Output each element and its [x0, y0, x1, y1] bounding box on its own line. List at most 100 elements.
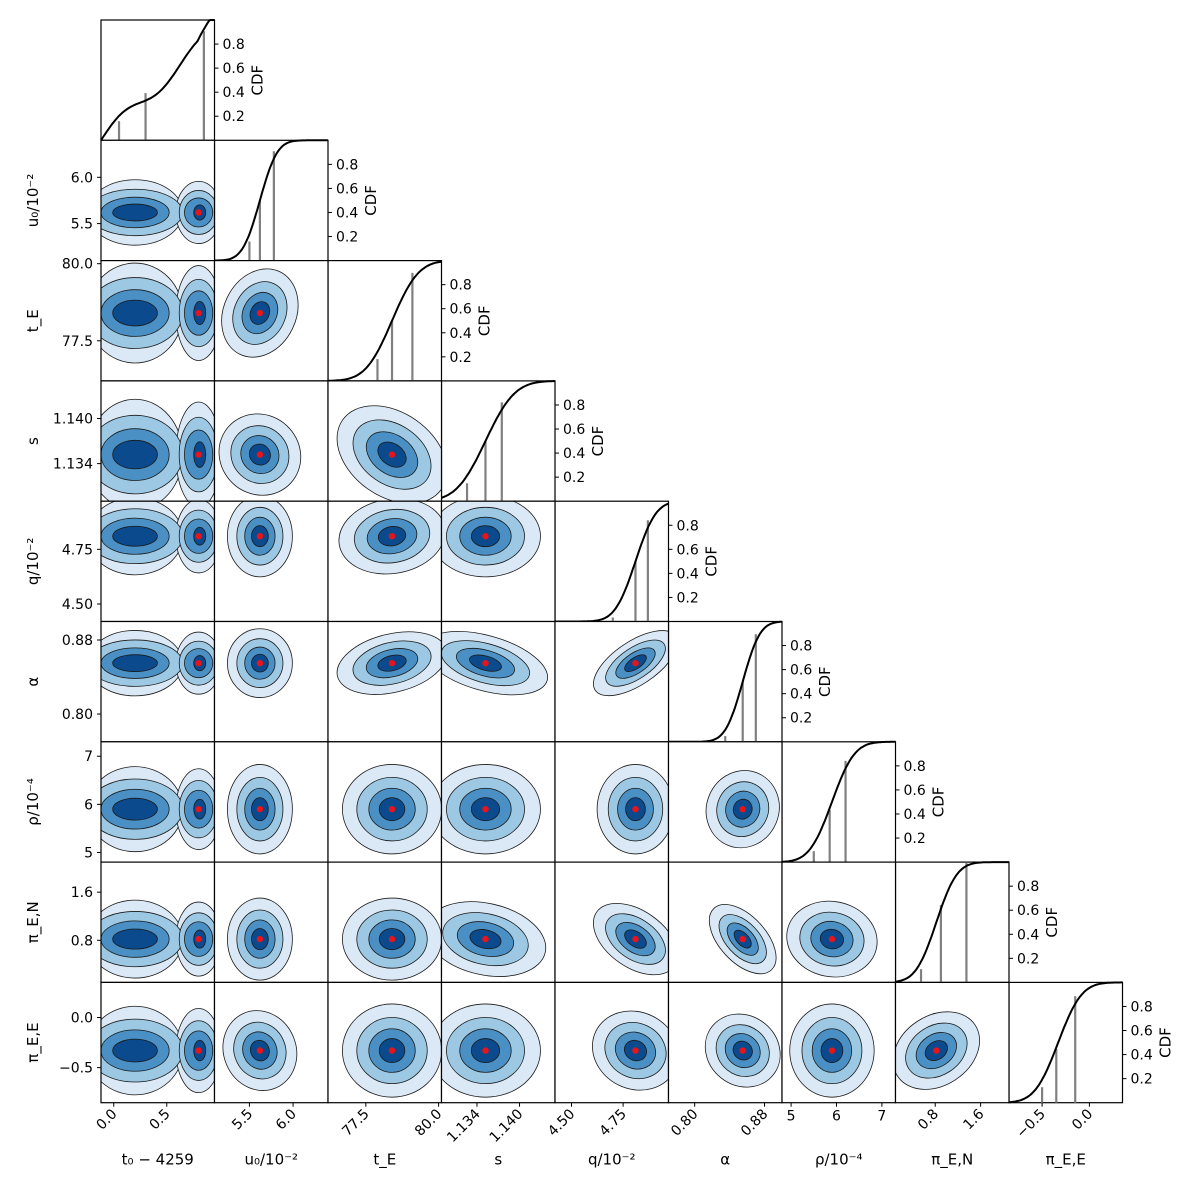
best-fit-point [388, 659, 396, 667]
contour-panel-piEN-piEE [894, 981, 1010, 1104]
y-tick-label: 5.5 [71, 217, 93, 233]
best-fit-point [482, 659, 489, 667]
y-tick-label: 77.5 [62, 334, 93, 350]
cdf-tick-label: 0.6 [677, 542, 699, 558]
cdf-tick-label: 0.4 [904, 807, 926, 823]
y-tick-label: 0.0 [71, 1010, 93, 1026]
contour-panel-t0-q [100, 500, 216, 623]
y-tick-label: 6.0 [71, 170, 93, 186]
y-axis-label-rho: ρ/10⁻⁴ [24, 778, 42, 826]
x-axis-label-piEE: π_E,E [1046, 1151, 1086, 1170]
cdf-tick-label: 0.6 [450, 302, 472, 318]
x-tick-label: 5 [787, 1109, 796, 1125]
y-tick-label: 1.140 [53, 411, 93, 427]
cdf-tick-label: 0.2 [677, 590, 699, 606]
contour-level [112, 439, 158, 470]
contour-panel-s-piEN [440, 861, 556, 983]
contour-panel-q-rho [554, 741, 670, 863]
contour-panel-s-alpha [440, 620, 556, 743]
cdf-axis-label: CDF [1157, 1027, 1175, 1058]
cdf-tick-label: 0.8 [904, 759, 926, 775]
cdf-tick-label: 0.2 [1131, 1072, 1153, 1088]
cdf-tick-label: 0.4 [677, 566, 699, 582]
cdf-tick-label: 0.6 [1131, 1024, 1153, 1040]
cdf-tick-label: 0.6 [904, 783, 926, 799]
best-fit-point [739, 805, 746, 813]
x-axis-label-t0: t₀ − 4259 [122, 1151, 194, 1169]
contour-panel-s-q [440, 500, 556, 623]
x-axis-label-u0: u₀/10⁻² [244, 1151, 298, 1169]
contour-panel-u0-alpha [213, 620, 329, 743]
best-fit-point [388, 935, 396, 943]
contour-panel-tE-piEN [327, 861, 443, 983]
best-fit-point [828, 935, 836, 943]
best-fit-point [256, 532, 264, 540]
cdf-tick-label: 0.2 [336, 230, 358, 246]
best-fit-point [195, 451, 202, 458]
best-fit-point [933, 1047, 940, 1054]
x-tick-label: 80.0 [412, 1106, 445, 1139]
contour-panel-q-piEN [554, 861, 670, 983]
best-fit-point [632, 1047, 639, 1054]
contour-panel-tE-q [327, 500, 443, 623]
cdf-tick-label: 0.8 [677, 518, 699, 534]
cdf-panel-u0 [213, 139, 332, 262]
cdf-curve [441, 380, 555, 499]
cdf-tick-label: 0.8 [1131, 999, 1153, 1015]
cdf-tick-label: 0.4 [790, 687, 812, 703]
contour-panel-tE-piEE [327, 981, 443, 1104]
best-fit-point [195, 209, 202, 216]
y-tick-label: 6 [84, 797, 93, 813]
cdf-curve [895, 861, 1009, 983]
cdf-axis-label: CDF [589, 426, 607, 457]
contour-level [112, 928, 158, 950]
y-tick-label: −0.5 [59, 1061, 93, 1077]
contour-panel-alpha-piEE [667, 981, 783, 1104]
best-fit-point [256, 659, 264, 667]
best-fit-point [256, 451, 264, 458]
contour-panel-u0-s [213, 380, 329, 502]
cdf-axis-label: CDF [249, 65, 267, 96]
cdf-tick-label: 0.2 [563, 470, 585, 486]
contour-panel-tE-alpha [327, 620, 443, 743]
x-axis-label-s: s [494, 1151, 502, 1169]
contour-level [112, 797, 158, 821]
x-tick-label: 0.5 [147, 1106, 174, 1133]
x-tick-label: 4.75 [597, 1106, 630, 1139]
contour-level [112, 299, 158, 327]
cdf-axis-label: CDF [362, 185, 380, 216]
contour-panel-s-rho [440, 741, 556, 863]
y-tick-label: 5 [84, 845, 93, 861]
contour-panel-t0-u0 [100, 139, 216, 262]
best-fit-point [256, 309, 264, 317]
contour-panel-q-piEE [554, 981, 670, 1104]
best-fit-point [388, 532, 396, 540]
cdf-tick-label: 0.4 [450, 326, 472, 342]
cdf-tick-label: 0.4 [1017, 927, 1039, 943]
contour-panel-u0-piEN [213, 861, 329, 983]
contour-panel-t0-piEE [100, 981, 216, 1104]
contour-level [112, 1038, 158, 1063]
cdf-panel-alpha [667, 620, 786, 743]
y-axis-label-s: s [24, 437, 42, 445]
contour-panel-t0-tE [100, 260, 216, 382]
best-fit-point [195, 309, 202, 317]
x-axis-label-alpha: α [720, 1151, 730, 1169]
cdf-tick-label: 0.4 [563, 446, 585, 462]
contour-level [112, 525, 158, 547]
cdf-tick-label: 0.4 [336, 205, 358, 221]
x-tick-label: 0.0 [93, 1106, 120, 1133]
cdf-panel-piEE [1008, 981, 1127, 1104]
x-tick-label: 0.8 [915, 1106, 942, 1133]
y-tick-label: 0.80 [62, 707, 93, 723]
x-tick-label: 0.0 [1069, 1106, 1096, 1133]
cdf-panel-s [440, 380, 559, 502]
cdf-tick-label: 0.2 [1017, 951, 1039, 967]
contour-panel-q-alpha [554, 620, 670, 743]
y-axis-label-piEE: π_E,E [24, 1022, 43, 1062]
contour-panel-tE-s [327, 380, 443, 502]
best-fit-point [195, 1047, 202, 1054]
x-tick-label: 77.5 [339, 1106, 372, 1139]
contour-level [112, 203, 158, 222]
best-fit-point [388, 451, 396, 458]
